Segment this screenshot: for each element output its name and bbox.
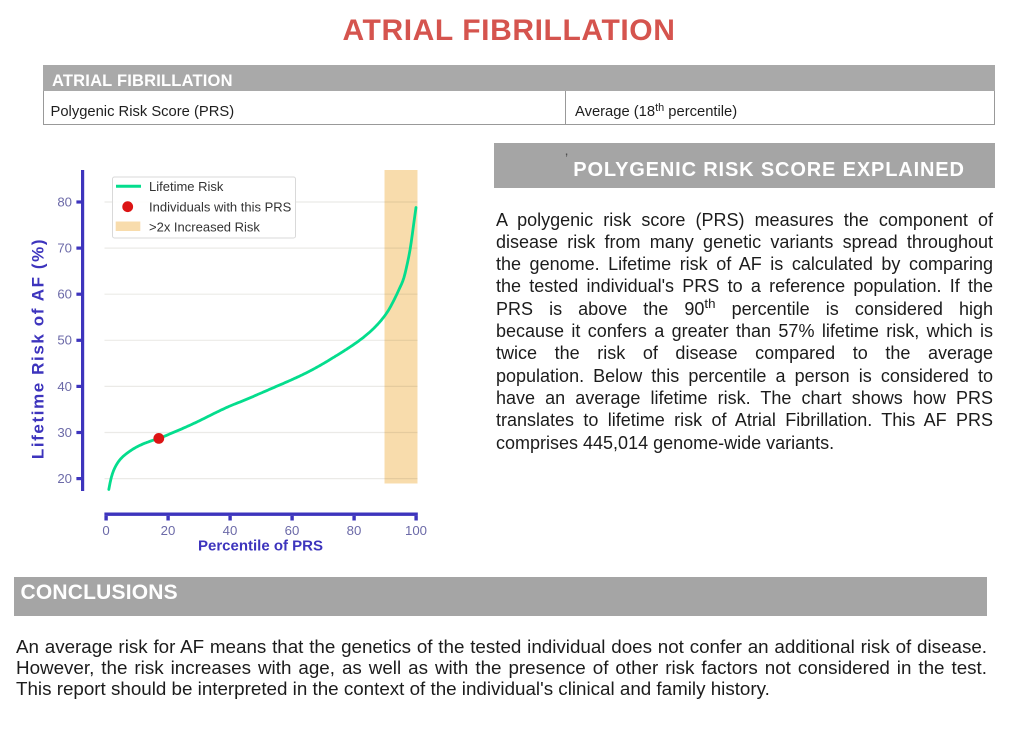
svg-text:Individuals with this PRS: Individuals with this PRS [149,199,292,214]
svg-text:Lifetime Risk of AF (%): Lifetime Risk of AF (%) [29,238,48,459]
svg-text:Percentile of PRS: Percentile of PRS [198,537,323,554]
svg-text:100: 100 [405,523,427,538]
svg-text:0: 0 [102,523,109,538]
svg-text:40: 40 [223,523,238,538]
svg-text:20: 20 [57,471,72,486]
svg-text:80: 80 [57,194,72,209]
svg-text:>2x Increased Risk: >2x Increased Risk [149,220,260,235]
svg-text:60: 60 [57,287,72,302]
svg-text:40: 40 [57,379,72,394]
svg-text:60: 60 [285,523,300,538]
svg-text:80: 80 [347,523,362,538]
svg-text:Lifetime Risk: Lifetime Risk [149,179,224,194]
svg-text:50: 50 [57,333,72,348]
svg-text:30: 30 [57,425,72,440]
svg-text:20: 20 [161,523,176,538]
svg-text:70: 70 [57,241,72,256]
